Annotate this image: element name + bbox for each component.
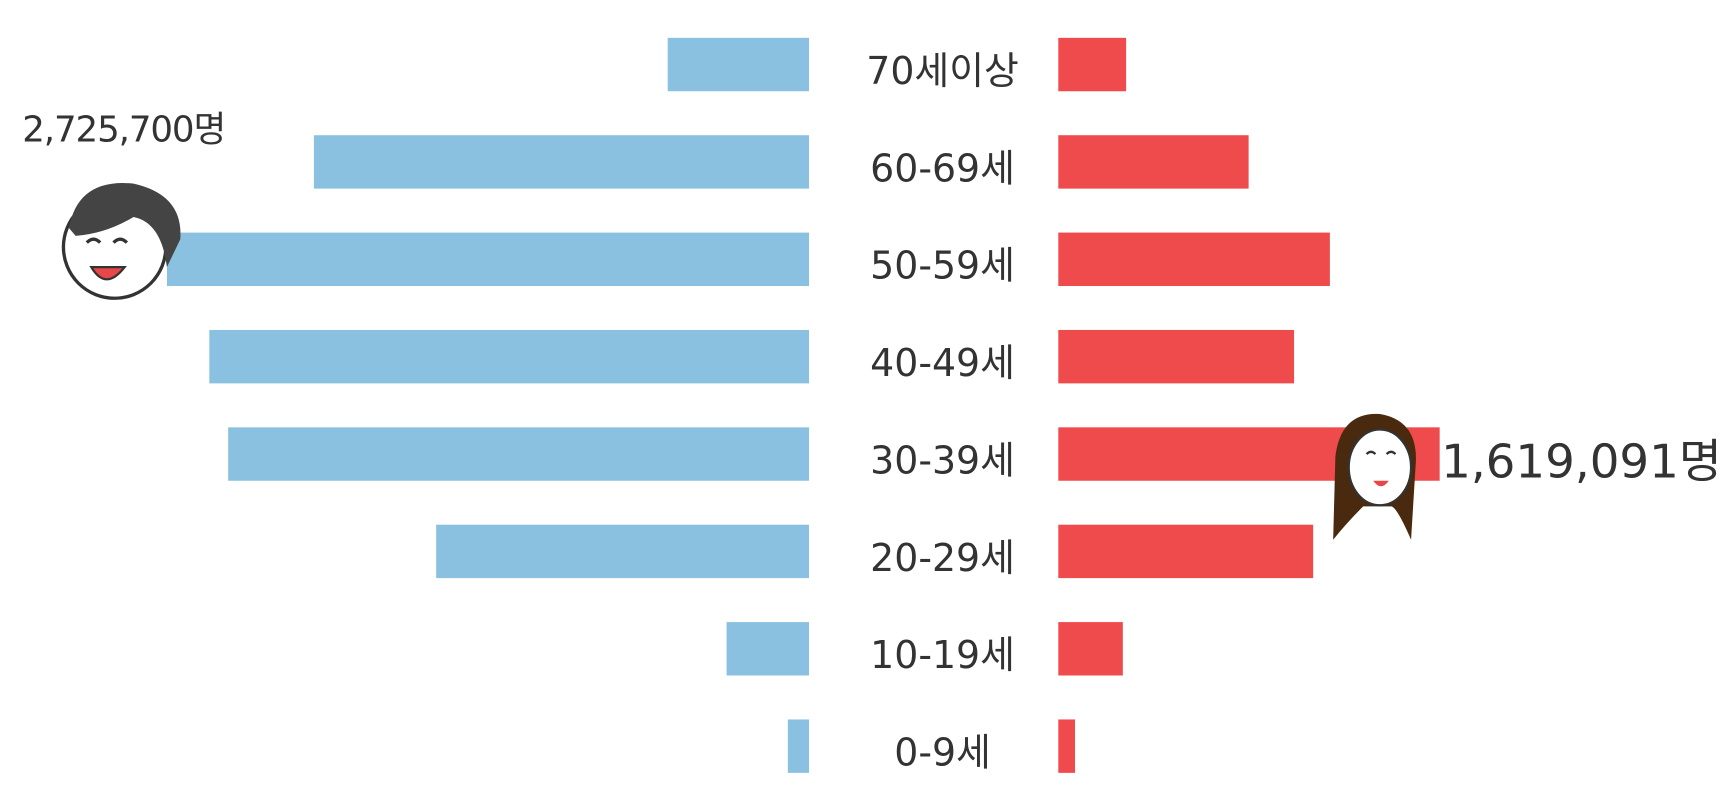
male-bar [228, 427, 810, 481]
male-bar [209, 329, 810, 384]
female-bar [1058, 135, 1249, 189]
value-label: 1,619,091명 [1441, 436, 1722, 490]
male-bar [166, 232, 810, 286]
category-label: 10-19세 [870, 633, 1015, 677]
female-bar [1058, 37, 1127, 92]
category-label: 40-49세 [870, 341, 1015, 385]
female-bar [1058, 622, 1123, 676]
male-bar [726, 622, 810, 676]
labels: 70세이상 60-69세 50-59세 2,725,700명 40-49세 30-39세 1… [22, 49, 1722, 775]
female-bar [1058, 329, 1295, 384]
category-label: 60-69세 [870, 146, 1015, 190]
category-label: 0-9세 [894, 731, 991, 775]
category-label: 50-59세 [870, 244, 1015, 288]
female-bar [1058, 232, 1330, 286]
male-bar [787, 719, 810, 773]
bars [166, 37, 1440, 773]
category-label: 70세이상 [866, 49, 1019, 93]
value-label: 2,725,700명 [22, 109, 225, 150]
male-face-icon [61, 183, 181, 300]
female-face-icon [1333, 413, 1416, 540]
female-bar [1058, 719, 1076, 773]
category-label: 30-39세 [870, 438, 1015, 482]
male-bar [313, 135, 810, 189]
male-bar [436, 524, 810, 579]
male-bar [667, 37, 810, 92]
female-bar [1058, 524, 1314, 579]
category-label: 20-29세 [870, 536, 1015, 580]
